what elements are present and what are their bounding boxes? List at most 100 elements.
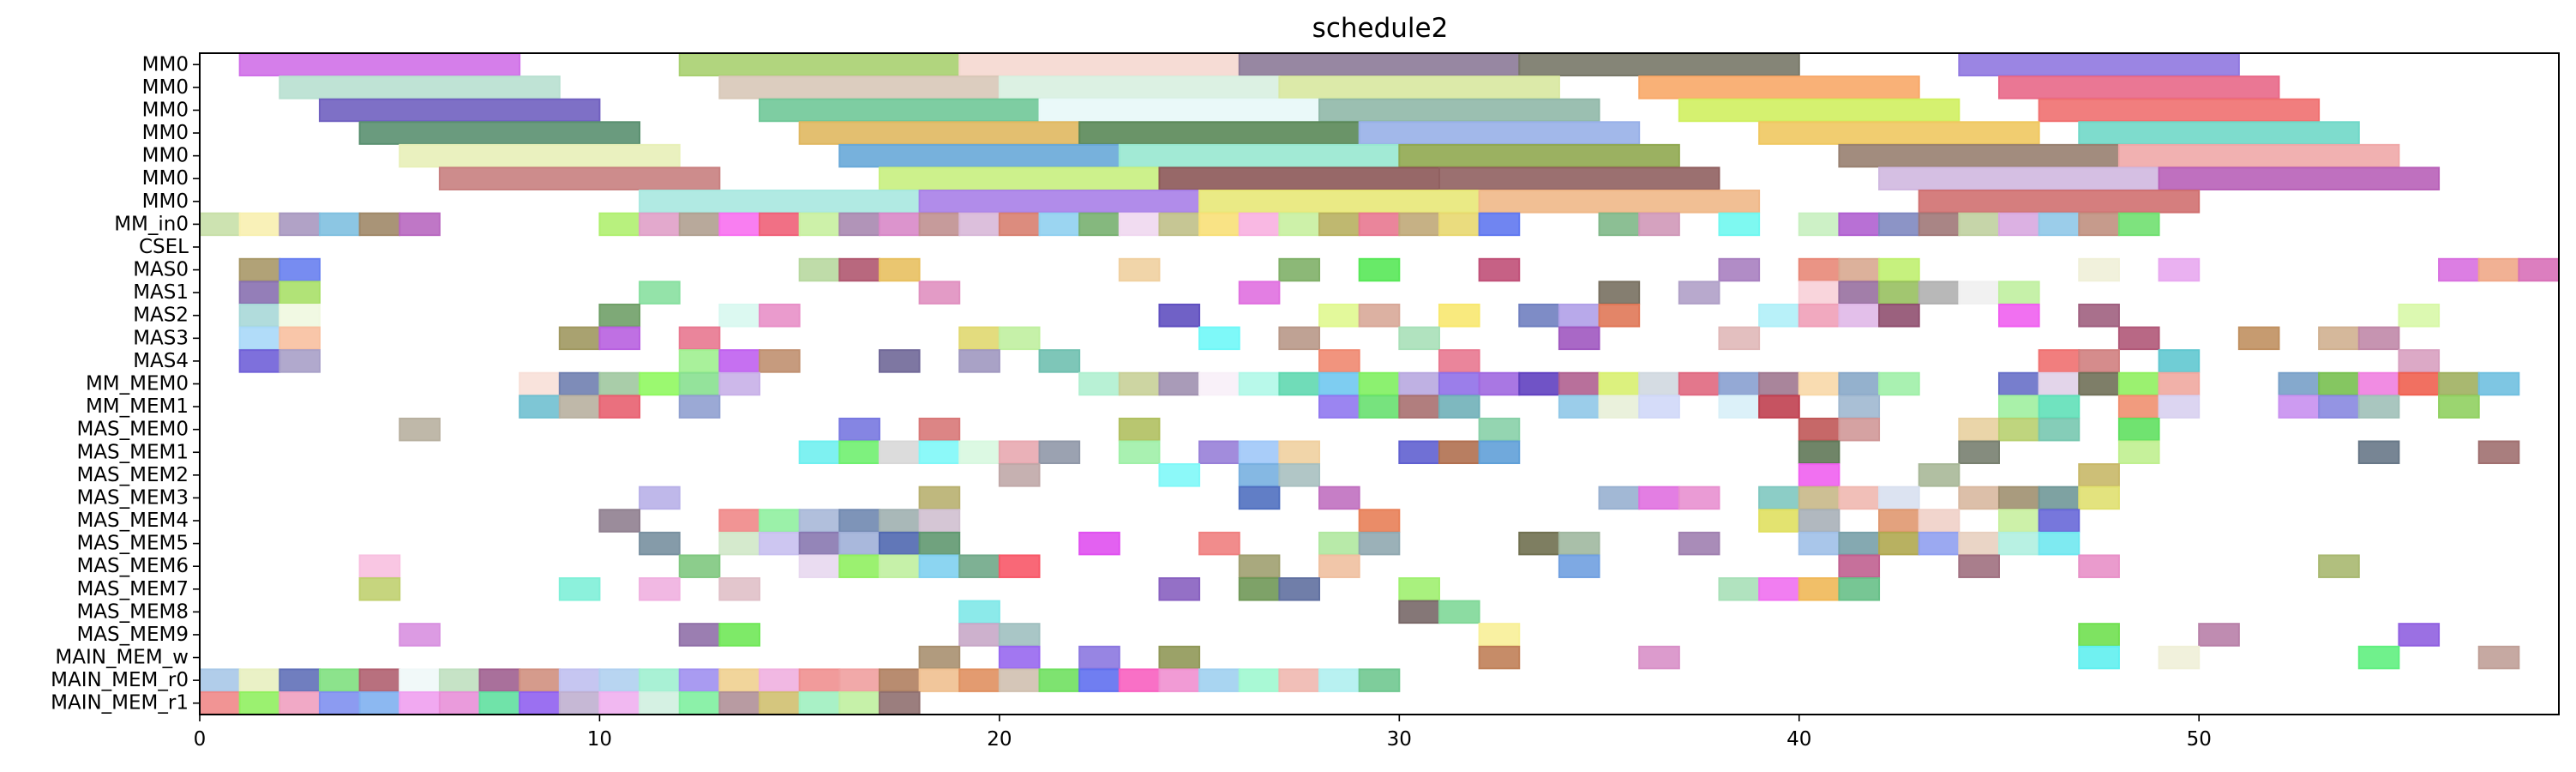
task-bar	[1278, 75, 1560, 100]
task-bar	[2438, 257, 2480, 282]
task-bar	[1358, 371, 1401, 396]
task-bar	[238, 303, 281, 328]
task-bar	[1038, 349, 1081, 373]
task-bar	[878, 212, 921, 237]
task-bar	[998, 440, 1041, 465]
task-bar	[958, 600, 1000, 624]
task-bar	[838, 509, 880, 533]
task-bar	[958, 668, 1000, 692]
task-bar	[998, 645, 1041, 670]
task-bar	[2117, 326, 2160, 351]
task-bar	[1838, 257, 1881, 282]
task-bar	[2117, 417, 2160, 442]
task-bar	[1598, 371, 1641, 396]
task-bar	[678, 668, 721, 692]
task-bar	[838, 143, 1120, 168]
task-bar	[878, 554, 921, 578]
task-bar	[1918, 280, 1961, 305]
task-bar	[1158, 668, 1201, 692]
task-bar	[1278, 212, 1321, 237]
task-bar	[1958, 554, 2000, 578]
task-bar	[598, 371, 641, 396]
task-bar	[2117, 371, 2160, 396]
task-bar	[958, 623, 1000, 647]
task-bar	[399, 212, 441, 237]
task-bar	[399, 143, 681, 168]
task-bar	[2357, 395, 2400, 419]
task-bar	[718, 75, 1000, 100]
task-bar	[1158, 577, 1201, 601]
task-bar	[1558, 326, 1600, 351]
x-tick-label: 30	[1387, 728, 1412, 751]
task-bar	[838, 440, 880, 465]
task-bar	[878, 668, 921, 692]
task-bar	[918, 417, 961, 442]
task-bar	[2038, 212, 2081, 237]
task-bar	[238, 280, 281, 305]
task-bar	[279, 349, 321, 373]
task-bar	[2158, 395, 2201, 419]
task-bar	[1198, 212, 1240, 237]
task-bar	[1118, 371, 1161, 396]
task-bar	[1878, 371, 1920, 396]
task-bar	[1118, 668, 1161, 692]
task-bar	[2038, 349, 2081, 373]
task-bar	[918, 440, 961, 465]
task-bar	[639, 371, 681, 396]
task-bar	[1918, 531, 1961, 556]
task-bar	[998, 554, 1041, 578]
task-bar	[1358, 509, 1401, 533]
task-bar	[1678, 280, 1720, 305]
task-bar	[598, 395, 641, 419]
task-bar	[678, 212, 721, 237]
task-bar	[2038, 395, 2081, 419]
task-bar	[2318, 371, 2360, 396]
task-bar	[2038, 509, 2081, 533]
y-tick-label: MM0	[142, 122, 189, 144]
task-bar	[1838, 577, 1881, 601]
y-tick-label: MM0	[142, 167, 189, 190]
task-bar	[2357, 371, 2400, 396]
task-bar	[838, 668, 880, 692]
task-bar	[238, 691, 281, 715]
task-bar	[1238, 280, 1281, 305]
task-bar	[1318, 98, 1600, 123]
task-bar	[519, 395, 561, 419]
task-bar	[519, 668, 561, 692]
task-bar	[1398, 440, 1440, 465]
task-bar	[2198, 623, 2240, 647]
task-bar	[2357, 326, 2400, 351]
task-bar	[1678, 371, 1720, 396]
x-tick-label: 20	[987, 728, 1012, 751]
task-bar	[1318, 303, 1360, 328]
task-bar	[1997, 509, 2040, 533]
task-bar	[639, 691, 681, 715]
task-bar	[1518, 52, 1800, 77]
task-bar	[279, 668, 321, 692]
task-bar	[1638, 212, 1680, 237]
task-bar	[399, 668, 441, 692]
task-bar	[238, 326, 281, 351]
task-bar	[2318, 554, 2360, 578]
task-bar	[2038, 531, 2081, 556]
task-bar	[2398, 623, 2441, 647]
task-bar	[1997, 75, 2280, 100]
task-bar	[838, 554, 880, 578]
task-bar	[1838, 486, 1881, 510]
task-bar	[279, 75, 561, 100]
task-bar	[2398, 349, 2441, 373]
task-bar	[1958, 531, 2000, 556]
task-bar	[718, 509, 761, 533]
y-tick-label: MM_in0	[114, 213, 189, 235]
task-bar	[718, 577, 761, 601]
task-bar	[1838, 212, 1881, 237]
task-bar	[1558, 531, 1600, 556]
task-bar	[1438, 303, 1480, 328]
task-bar	[1438, 212, 1480, 237]
task-bar	[1918, 190, 2201, 214]
task-bar	[438, 166, 721, 190]
task-bar	[1798, 280, 1840, 305]
task-bar	[878, 349, 921, 373]
task-bar	[1478, 190, 1761, 214]
task-bar	[918, 554, 961, 578]
